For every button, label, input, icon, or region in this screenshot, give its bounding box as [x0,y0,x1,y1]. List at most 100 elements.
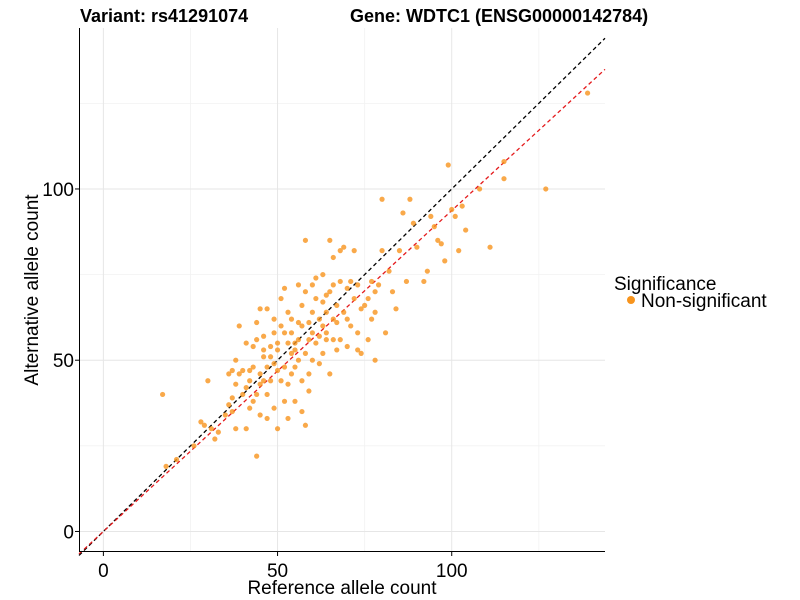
data-point [320,299,326,305]
data-point [351,248,357,254]
data-point [247,378,253,384]
data-point [240,391,246,398]
data-point [254,391,260,398]
data-point [348,278,354,285]
data-point [243,426,249,432]
data-point [313,275,319,281]
data-point [309,282,315,288]
data-point [285,340,291,346]
data-point [407,196,413,202]
data-point [396,248,403,254]
data-point [306,388,312,394]
data-point [382,330,389,336]
data-point [243,340,249,346]
y-tick-label: 50 [53,351,74,372]
data-point [302,289,309,295]
data-point [267,354,274,360]
data-point [288,316,295,322]
data-point [330,316,336,322]
data-point [261,354,267,360]
data-point [337,248,343,254]
data-point [435,237,441,243]
data-point [330,254,336,261]
gridlines-minor [79,28,605,552]
data-point [254,453,260,459]
data-point [295,282,302,288]
data-point [257,371,263,377]
data-point [271,361,277,367]
data-point [442,258,448,264]
data-point [247,367,253,374]
data-point [292,347,298,353]
reference-line-identity [78,37,606,556]
data-point [247,405,253,411]
data-point [348,323,354,329]
data-point [459,203,465,209]
data-point [337,278,343,285]
data-point [236,323,242,329]
data-point [302,422,309,428]
data-point [362,302,368,309]
data-point [278,323,284,329]
data-point [306,337,312,343]
data-point [330,337,336,343]
data-point [240,367,246,374]
data-point [288,330,295,336]
data-point [320,271,326,278]
data-point [313,295,319,302]
data-point [285,309,291,315]
data-point [344,316,350,322]
data-point [274,347,281,353]
y-axis-title: Alternative allele count [22,194,43,386]
data-point [414,244,420,250]
data-point [463,227,469,233]
data-point [501,158,507,165]
data-point [393,306,399,312]
data-point [355,330,361,336]
data-point [365,295,371,302]
data-point [316,316,322,322]
data-point [369,278,375,285]
data-point [264,391,270,398]
data-point [226,402,232,408]
panel-background [79,28,605,552]
data-point [327,289,333,295]
data-point [292,398,298,404]
data-point [257,381,263,387]
data-point [379,196,385,202]
legend-title: Significance [614,274,716,295]
data-point [501,176,507,182]
gridlines-major [79,28,605,552]
chart-title-variant: Variant: rs41291074 [80,6,248,26]
data-point [281,364,288,370]
data-point [215,429,221,435]
data-point [334,302,340,309]
data-point [191,443,197,449]
data-point [233,357,239,363]
data-point [229,367,235,374]
data-point [358,306,364,312]
data-point [278,295,284,302]
data-point [344,343,350,350]
data-point [372,289,378,295]
data-point [334,319,340,326]
data-point [288,371,295,377]
data-point [584,90,591,96]
data-point [271,316,277,322]
data-point [449,206,455,213]
data-point [250,398,256,404]
data-point [261,378,267,384]
data-point [261,333,267,339]
data-point [292,364,298,370]
data-point [452,213,458,219]
data-point [299,378,305,384]
data-point [233,381,239,387]
data-point [264,415,270,422]
data-point [226,371,232,377]
x-tick-label: 100 [436,561,468,582]
data-point [375,282,382,288]
data-point [431,224,437,230]
data-point [288,350,295,356]
data-point [369,316,375,322]
